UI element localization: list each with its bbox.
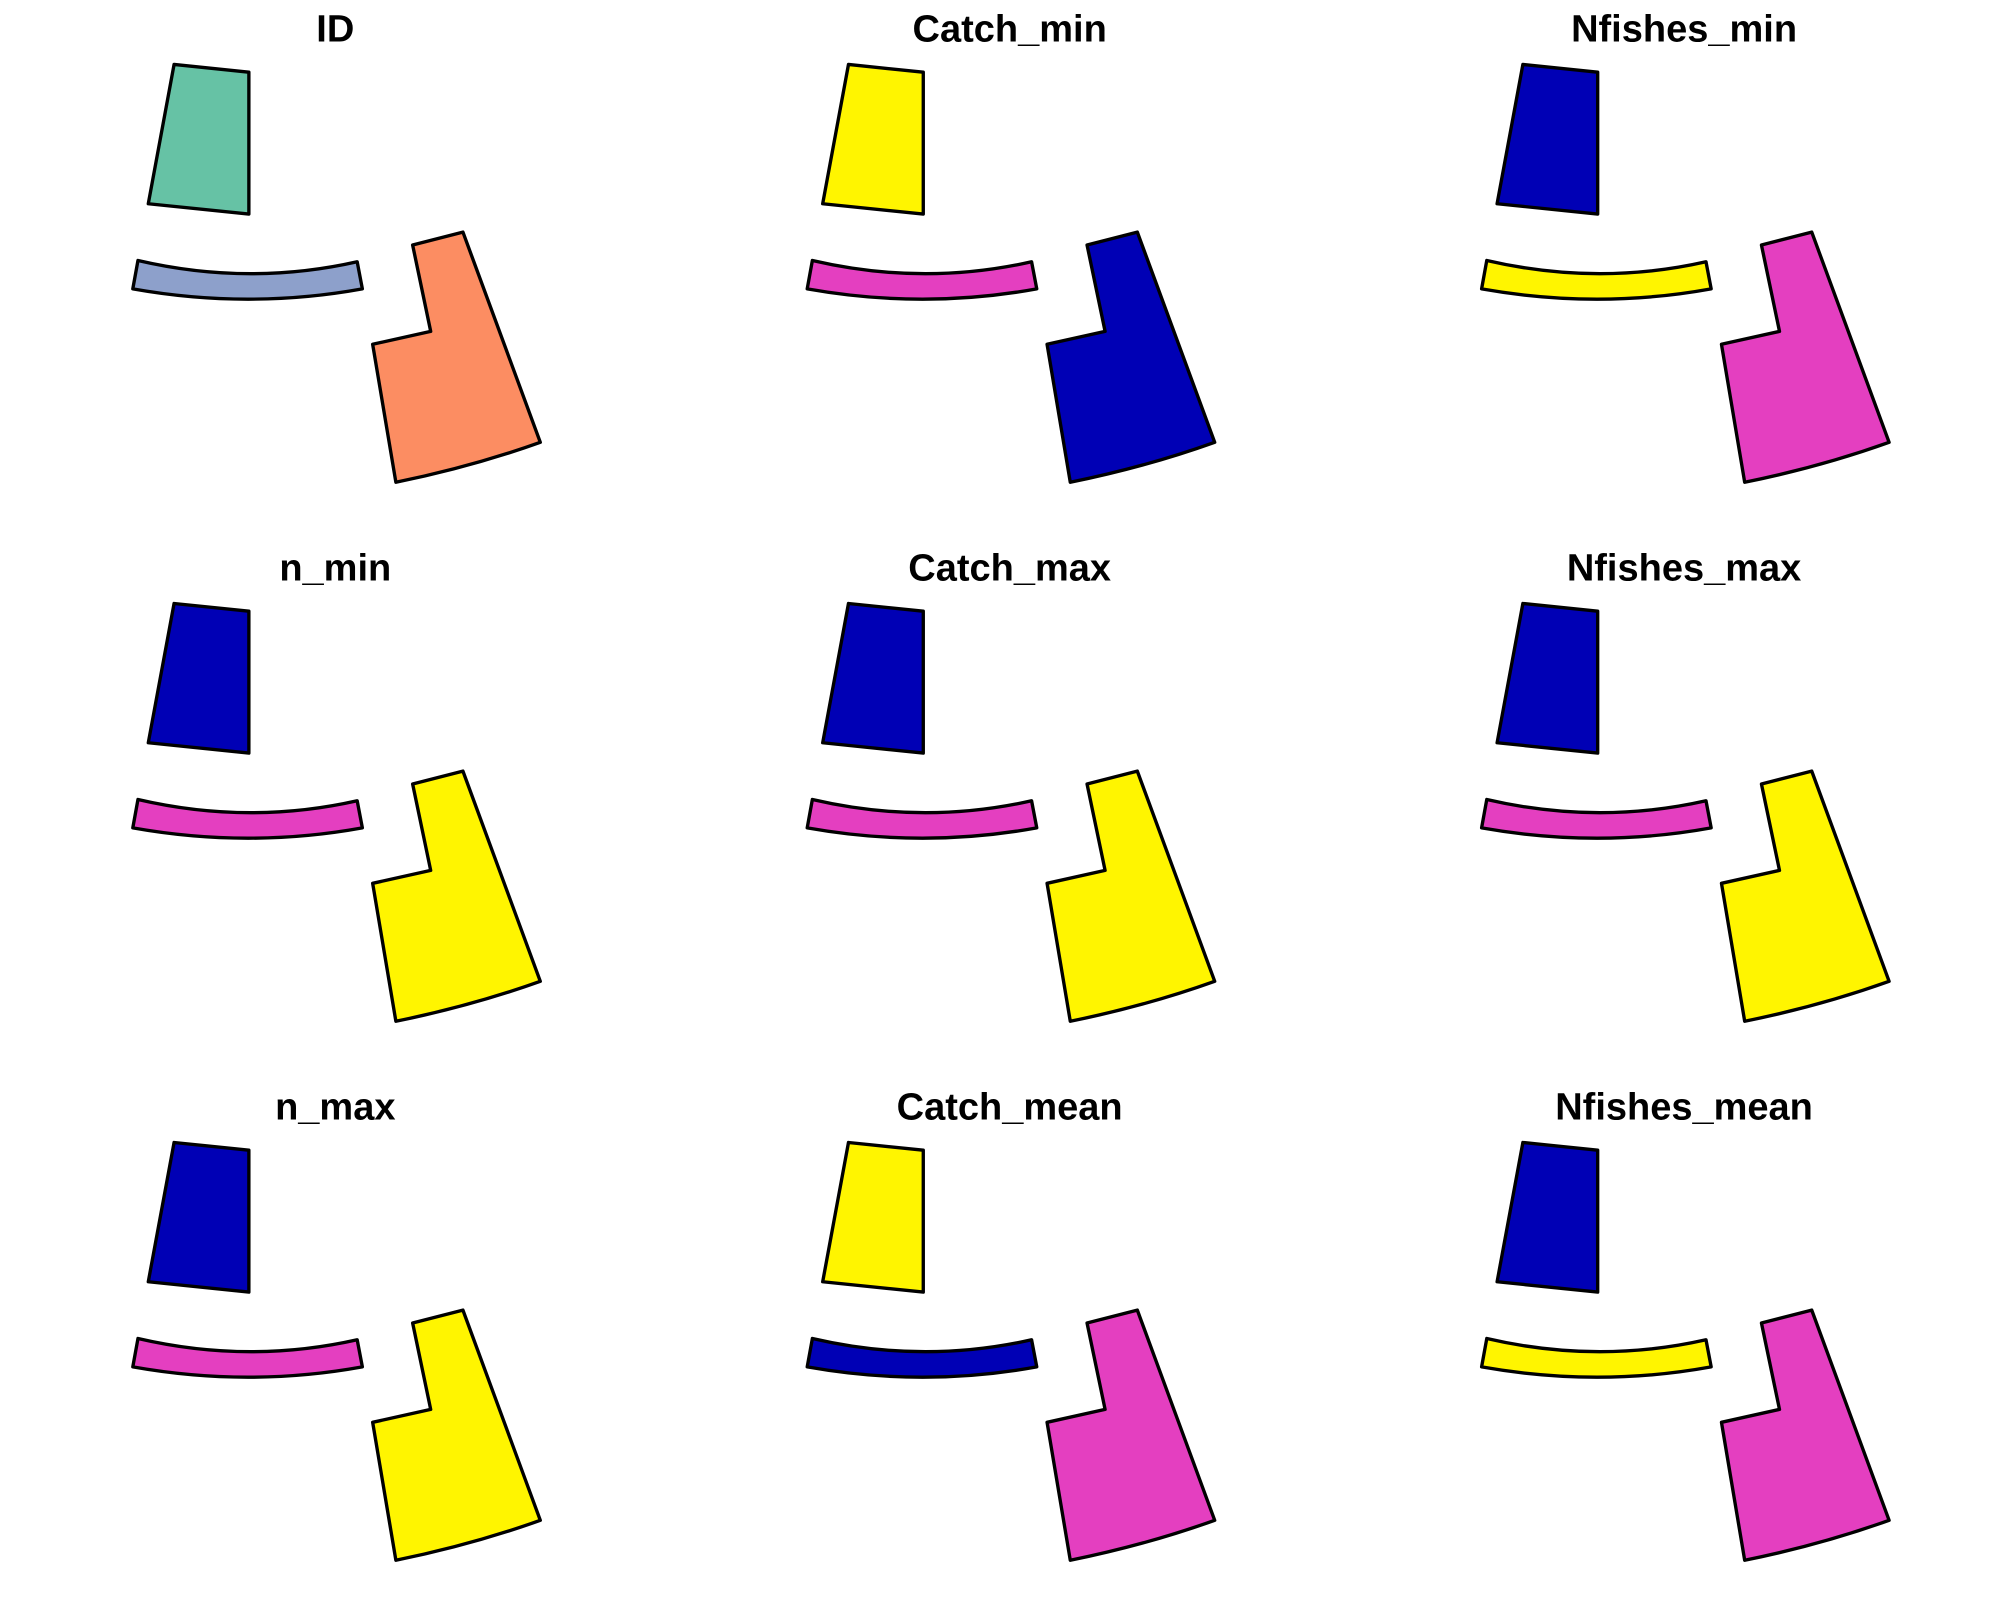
map-panel: n_max (131, 1086, 542, 1562)
region-north (146, 1140, 251, 1294)
region-north (821, 601, 925, 755)
region-north (1495, 1140, 1600, 1294)
panel-title: ID (316, 8, 354, 50)
region-strip (805, 258, 1039, 301)
region-strip (131, 1336, 365, 1379)
panel-title: Catch_mean (897, 1086, 1123, 1128)
map-panel: n_min (131, 547, 542, 1023)
region-north (821, 1140, 925, 1294)
region-east (1045, 1308, 1217, 1562)
region-east (370, 769, 542, 1023)
map-panel: Nfishes_min (1479, 8, 1891, 484)
region-strip (1479, 797, 1713, 840)
panel-title: Nfishes_max (1567, 547, 1801, 589)
region-east (1719, 230, 1891, 484)
region-strip (1479, 258, 1713, 301)
region-east (1045, 769, 1217, 1023)
region-strip (131, 797, 365, 840)
region-north (1495, 62, 1600, 216)
panel-title: n_min (279, 547, 391, 589)
map-panel: Nfishes_mean (1479, 1086, 1891, 1562)
map-panel: Catch_max (805, 547, 1217, 1023)
panel-title: Catch_min (913, 8, 1107, 50)
map-panel: Nfishes_max (1479, 547, 1891, 1023)
region-east (370, 1308, 542, 1562)
panel-title: Nfishes_min (1571, 8, 1797, 50)
region-north (821, 62, 925, 216)
region-strip (1479, 1336, 1713, 1379)
region-strip (131, 258, 365, 301)
panel-title: Nfishes_mean (1555, 1086, 1813, 1128)
panel-title: n_max (275, 1086, 395, 1128)
region-east (1719, 1308, 1891, 1562)
panel-title: Catch_max (908, 547, 1111, 589)
map-panel: Catch_mean (805, 1086, 1217, 1562)
region-north (146, 62, 251, 216)
region-east (1719, 769, 1891, 1023)
region-north (146, 601, 251, 755)
region-strip (805, 1336, 1039, 1379)
region-east (1045, 230, 1217, 484)
region-strip (805, 797, 1039, 840)
map-panel: Catch_min (805, 8, 1217, 484)
region-north (1495, 601, 1600, 755)
map-panel: ID (131, 8, 542, 484)
region-east (370, 230, 542, 484)
